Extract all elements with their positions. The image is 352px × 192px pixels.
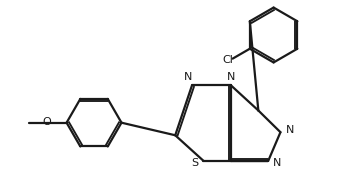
Text: Cl: Cl — [222, 55, 233, 65]
Text: N: N — [184, 72, 193, 82]
Text: O: O — [43, 117, 51, 127]
Text: N: N — [272, 158, 281, 168]
Text: S: S — [191, 158, 199, 168]
Text: N: N — [286, 125, 294, 135]
Text: N: N — [227, 72, 235, 82]
